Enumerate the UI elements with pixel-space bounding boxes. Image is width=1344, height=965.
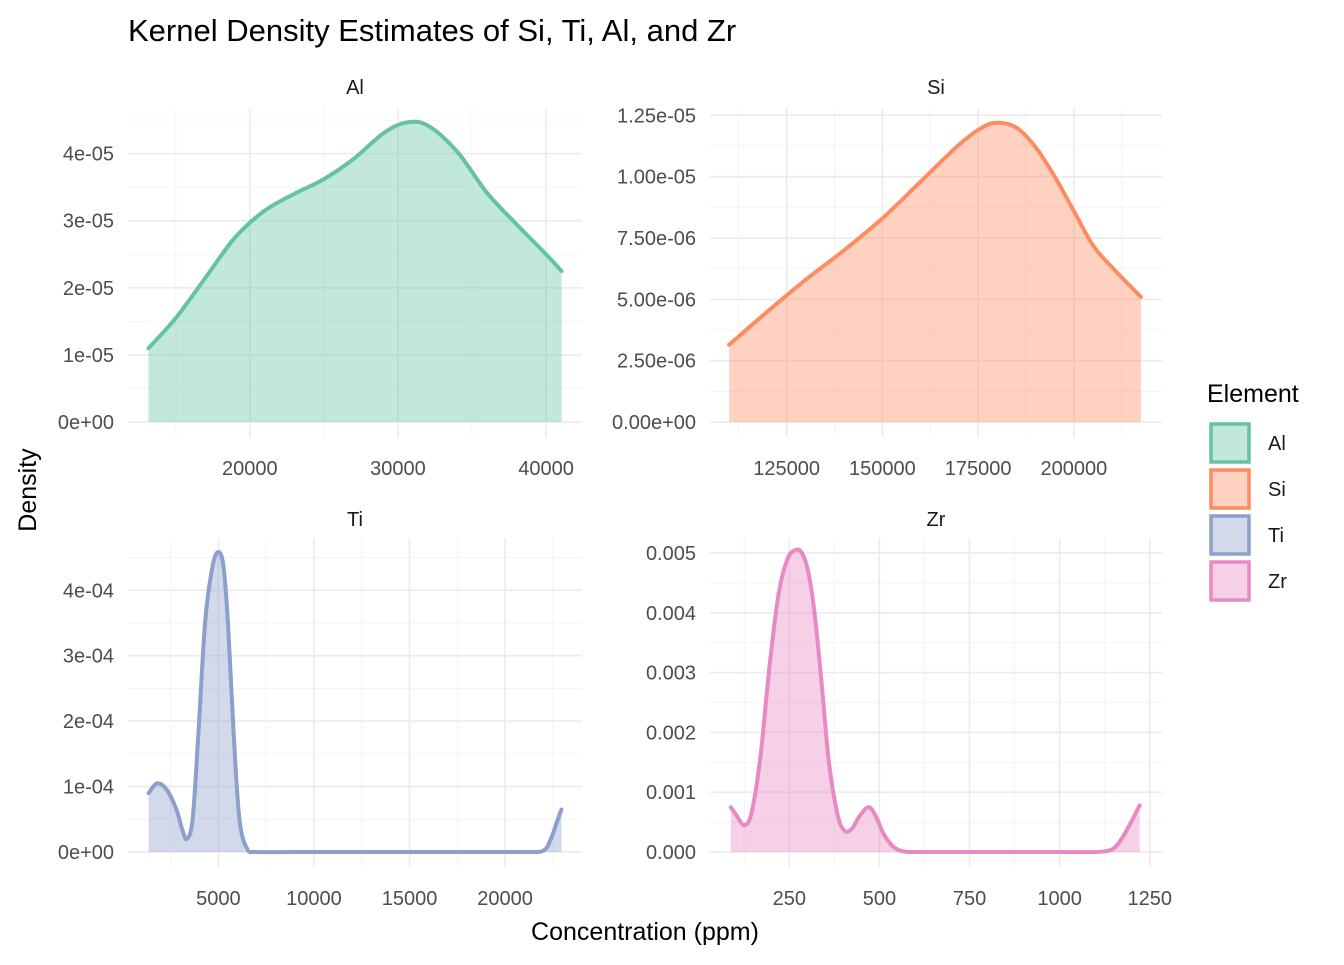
x-tick-label: 750 xyxy=(953,888,986,910)
x-tick-label: 250 xyxy=(773,888,806,910)
chart-title: Kernel Density Estimates of Si, Ti, Al, … xyxy=(128,13,736,48)
facet-label-zr: Zr xyxy=(927,509,946,531)
x-tick-label: 150000 xyxy=(849,458,916,480)
legend-key-al xyxy=(1209,422,1251,464)
y-tick-label: 2e-05 xyxy=(63,278,114,300)
y-tick-label: 7.50e-06 xyxy=(617,228,696,250)
panel-ti: 5000 10000 15000 20000 0e+00 1e-04 2e-04 3e-04 4… xyxy=(58,509,582,910)
y-tick-label: 1.00e-05 xyxy=(617,167,696,189)
legend-item-ti: Ti xyxy=(1209,514,1284,556)
facet-label-al: Al xyxy=(346,77,364,99)
x-tick-label: 175000 xyxy=(945,458,1012,480)
legend-item-zr: Zr xyxy=(1209,560,1287,602)
panel-al: 20000 30000 40000 0e+00 1e-05 2e-05 3e-05 4e-05… xyxy=(58,77,582,480)
legend-item-al: Al xyxy=(1209,422,1286,464)
y-tick-label: 1.25e-05 xyxy=(617,105,696,127)
legend-label-ti: Ti xyxy=(1268,525,1284,547)
y-tick-label: 0.001 xyxy=(646,782,696,804)
density-area-ti xyxy=(148,552,562,853)
x-tick-label: 40000 xyxy=(518,458,574,480)
x-tick-label: 1250 xyxy=(1127,888,1172,910)
density-area-al xyxy=(148,121,562,423)
panel-si: 125000 150000 175000 200000 0.00e+00 2.50e-06… xyxy=(612,77,1162,480)
y-tick-label: 0.004 xyxy=(646,603,696,625)
y-tick-label: 0.00e+00 xyxy=(612,412,696,434)
x-tick-label: 500 xyxy=(863,888,896,910)
y-tick-label: 0e+00 xyxy=(58,842,114,864)
y-tick-label: 0.000 xyxy=(646,842,696,864)
y-tick-label: 1e-05 xyxy=(63,345,114,367)
x-tick-label: 20000 xyxy=(477,888,533,910)
y-tick-label: 2.50e-06 xyxy=(617,351,696,373)
legend-key-zr xyxy=(1209,560,1251,602)
density-line-si xyxy=(727,120,1143,347)
facet-label-ti: Ti xyxy=(347,509,363,531)
density-area-si xyxy=(729,122,1141,423)
x-tick-label: 125000 xyxy=(753,458,820,480)
density-line-al xyxy=(146,119,564,351)
facet-label-si: Si xyxy=(927,77,945,99)
legend-key-ti xyxy=(1209,514,1251,556)
x-tick-label: 200000 xyxy=(1041,458,1108,480)
x-tick-label: 20000 xyxy=(222,458,278,480)
y-tick-label: 3e-04 xyxy=(63,646,114,668)
density-area-zr xyxy=(730,549,1140,853)
y-tick-label: 0.003 xyxy=(646,663,696,685)
legend: Element Al Si Ti Zr xyxy=(1207,380,1299,602)
legend-label-al: Al xyxy=(1268,433,1286,455)
legend-label-si: Si xyxy=(1268,479,1286,501)
legend-items: Al Si Ti Zr xyxy=(1209,422,1287,602)
x-tick-label: 15000 xyxy=(382,888,438,910)
y-tick-label: 0e+00 xyxy=(58,412,114,434)
legend-key-si xyxy=(1209,468,1251,510)
density-line-ti xyxy=(146,550,564,855)
x-tick-label: 5000 xyxy=(196,888,241,910)
y-tick-label: 4e-05 xyxy=(63,144,114,166)
panel-zr: 250 500 750 1000 1250 0.000 0.001 0.002 0.003 0.0… xyxy=(646,509,1172,910)
legend-title: Element xyxy=(1207,380,1299,408)
y-axis-title: Density xyxy=(14,448,42,532)
y-tick-label: 1e-04 xyxy=(63,777,114,799)
y-tick-label: 5.00e-06 xyxy=(617,289,696,311)
x-tick-label: 10000 xyxy=(286,888,342,910)
y-tick-label: 3e-05 xyxy=(63,211,114,233)
x-tick-label: 1000 xyxy=(1037,888,1082,910)
legend-item-si: Si xyxy=(1209,468,1286,510)
x-axis-title: Concentration (ppm) xyxy=(531,918,759,946)
facet-panels: 20000 30000 40000 0e+00 1e-05 2e-05 3e-05 4e-05… xyxy=(58,77,1172,910)
y-tick-label: 2e-04 xyxy=(63,711,114,733)
density-line-zr xyxy=(728,547,1142,855)
y-tick-label: 0.005 xyxy=(646,543,696,565)
y-tick-label: 4e-04 xyxy=(63,580,114,602)
y-tick-label: 0.002 xyxy=(646,722,696,744)
x-tick-label: 30000 xyxy=(370,458,426,480)
legend-label-zr: Zr xyxy=(1268,571,1287,593)
